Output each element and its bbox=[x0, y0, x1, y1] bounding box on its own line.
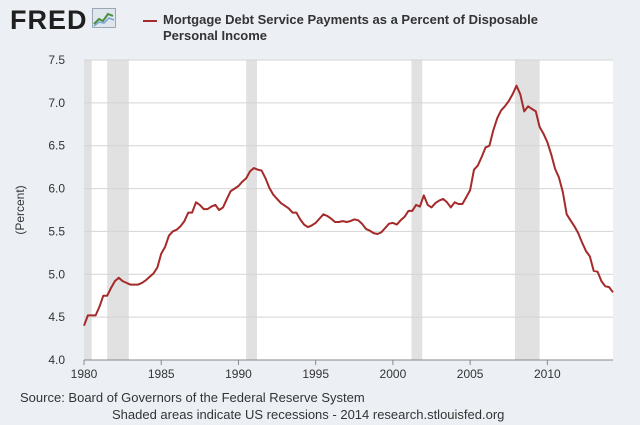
recession-band bbox=[246, 60, 257, 360]
recession-band bbox=[84, 60, 92, 360]
x-tick-label: 1995 bbox=[302, 367, 329, 381]
legend-label: Mortgage Debt Service Payments as a Perc… bbox=[163, 12, 603, 44]
x-tick-label: 1990 bbox=[225, 367, 252, 381]
fred-wordmark: FRED bbox=[10, 5, 88, 35]
legend-label-line2: Personal Income bbox=[163, 28, 268, 43]
y-tick-label: 4.0 bbox=[48, 353, 65, 367]
x-tick-label: 2010 bbox=[534, 367, 561, 381]
legend-swatch bbox=[143, 20, 157, 22]
recession-band bbox=[411, 60, 423, 360]
series-line bbox=[83, 84, 614, 327]
y-tick-label: 7.5 bbox=[48, 53, 65, 67]
x-axis: 1980 1985 1990 1995 2000 2005 2010 bbox=[71, 359, 613, 381]
y-axis-label: (Percent) bbox=[13, 185, 27, 234]
x-tick-label: 1985 bbox=[148, 367, 175, 381]
y-tick-label: 6.0 bbox=[48, 182, 65, 196]
y-tick-label: 5.0 bbox=[48, 267, 65, 281]
source-note: Source: Board of Governors of the Federa… bbox=[20, 390, 365, 405]
x-tick-label: 2000 bbox=[380, 367, 407, 381]
recession-note: Shaded areas indicate US recessions - 20… bbox=[112, 407, 505, 422]
y-tick-label: 4.5 bbox=[48, 310, 65, 324]
fred-logo[interactable]: FRED bbox=[10, 5, 116, 36]
series-group bbox=[83, 84, 614, 327]
x-tick-label: 2005 bbox=[457, 367, 484, 381]
chart-legend: Mortgage Debt Service Payments as a Perc… bbox=[143, 12, 603, 44]
y-tick-label: 7.0 bbox=[48, 96, 65, 110]
recession-band bbox=[107, 60, 129, 360]
y-tick-label: 6.5 bbox=[48, 139, 65, 153]
recession-band bbox=[514, 60, 540, 360]
gridlines bbox=[84, 59, 613, 361]
y-axis: 4.0 4.5 5.0 5.5 6.0 6.5 7.0 7.5 bbox=[48, 53, 65, 367]
x-tick-label: 1980 bbox=[71, 367, 98, 381]
legend-label-line1: Mortgage Debt Service Payments as a Perc… bbox=[163, 12, 538, 27]
chart-trend-icon bbox=[91, 8, 116, 33]
y-tick-label: 5.5 bbox=[48, 224, 65, 238]
